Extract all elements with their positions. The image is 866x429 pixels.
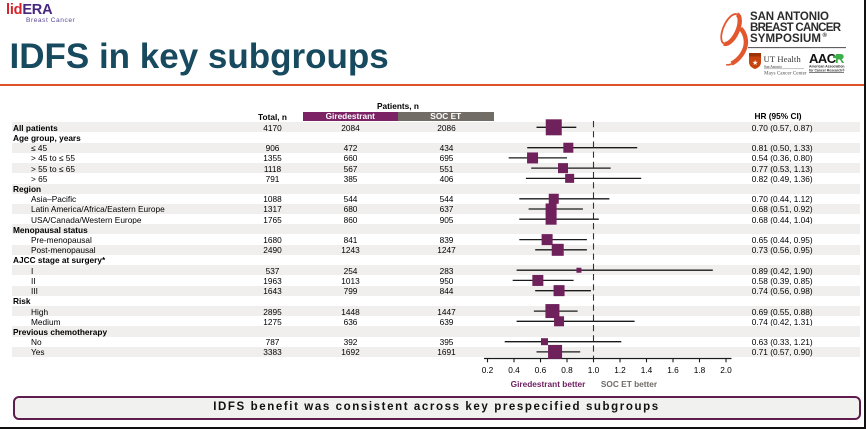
svg-text:San Antonio: San Antonio (764, 65, 782, 69)
svg-text:0.4: 0.4 (508, 365, 520, 375)
svg-text:0.8: 0.8 (561, 365, 573, 375)
svg-text:1.6: 1.6 (667, 365, 679, 375)
svg-text:SYMPOSIUM: SYMPOSIUM (750, 33, 821, 45)
svg-text:0.2: 0.2 (482, 365, 494, 375)
svg-text:UT Health: UT Health (764, 54, 802, 64)
svg-text:1.8: 1.8 (694, 365, 706, 375)
svg-text:★: ★ (752, 59, 758, 67)
svg-text:BREAST CANCER: BREAST CANCER (750, 22, 842, 34)
svg-text:1.0: 1.0 (588, 365, 600, 375)
svg-text:for Cancer Research®: for Cancer Research® (809, 69, 845, 73)
svg-text:0.6: 0.6 (535, 365, 547, 375)
svg-text:1.2: 1.2 (614, 365, 626, 375)
svg-text:1.4: 1.4 (641, 365, 653, 375)
svg-text:SAN ANTONIO: SAN ANTONIO (750, 11, 829, 23)
svg-text:®: ® (823, 32, 828, 39)
svg-text:2.0: 2.0 (720, 365, 732, 375)
svg-text:R: R (835, 51, 845, 66)
svg-text:Mays Cancer Center: Mays Cancer Center (764, 71, 807, 77)
svg-text:American Association: American Association (809, 65, 845, 69)
svg-text:AAC: AAC (809, 51, 837, 66)
